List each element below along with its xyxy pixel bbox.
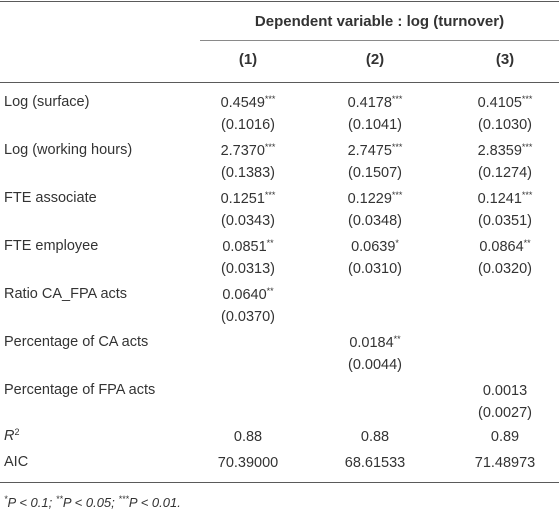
coefficient-value: 0.1251	[220, 191, 265, 207]
significance-stars: *	[395, 238, 399, 248]
row-label: AIC	[4, 454, 29, 470]
aic-value-2: 68.61533	[344, 455, 406, 471]
row-label: FTE employee	[4, 238, 99, 254]
significance-stars: ***	[391, 142, 403, 152]
coefficient-value: 2.7370	[220, 143, 265, 159]
significance-stars: ***	[521, 190, 533, 200]
coefficient: 0.0184**	[349, 334, 401, 352]
coefficient-value: 0.4549	[220, 95, 265, 111]
header-rule	[0, 82, 559, 83]
coefficient-value: 0.4105	[477, 95, 522, 111]
row-label: Log (working hours)	[4, 142, 133, 158]
coef-cell: 0.4549*** (0.1016)	[188, 92, 308, 136]
coefficient: 0.0851**	[222, 238, 274, 256]
significance-stars: ***	[264, 142, 276, 152]
coefficient-value: 0.0864	[479, 239, 524, 255]
significance-stars: ***	[264, 190, 276, 200]
coefficient: 0.0639*	[351, 238, 399, 256]
coefficient-value: 0.1229	[347, 191, 392, 207]
coefficient-value: 2.7475	[347, 143, 392, 159]
standard-error: (0.1274)	[477, 165, 532, 181]
coefficient: 2.8359***	[477, 142, 533, 160]
aic-value-1: 70.39000	[217, 455, 279, 471]
coefficient-value: 0.0851	[222, 239, 267, 255]
significance-stars: **	[393, 334, 401, 344]
coef-cell: 0.1251*** (0.0343)	[188, 188, 308, 232]
coef-cell: 0.0640** (0.0370)	[188, 284, 308, 328]
bottom-rule	[0, 482, 559, 483]
row-label: Percentage of CA acts	[4, 334, 149, 350]
coefficient: 0.1229***	[347, 190, 403, 208]
coef-cell: 2.7475*** (0.1507)	[315, 140, 435, 184]
row-label: Log (surface)	[4, 94, 90, 110]
standard-error: (0.0370)	[220, 309, 275, 325]
coefficient: 0.4105***	[477, 94, 533, 112]
standard-error: (0.1507)	[347, 165, 402, 181]
row-label: FTE associate	[4, 190, 97, 206]
coef-cell: 0.1229*** (0.0348)	[315, 188, 435, 232]
aic-value-3: 71.48973	[474, 455, 536, 471]
coefficient: 2.7370***	[220, 142, 276, 160]
coef-cell: 0.0184** (0.0044)	[315, 332, 435, 376]
row-label: Percentage of FPA acts	[4, 382, 156, 398]
coefficient: 0.0864**	[479, 238, 531, 256]
coef-cell: 0.1241*** (0.0351)	[445, 188, 559, 232]
significance-stars: ***	[391, 94, 403, 104]
coefficient: 0.0013	[483, 383, 527, 399]
significance-footnote: *P < 0.1; **P < 0.05; ***P < 0.01.	[4, 494, 181, 511]
coefficient-value: 0.1241	[477, 191, 522, 207]
coefficient-value: 0.0184	[349, 335, 394, 351]
r2-value-3: 0.89	[490, 429, 520, 445]
header-underline	[200, 40, 559, 41]
top-rule	[0, 1, 559, 2]
significance-stars: ***	[521, 94, 533, 104]
coef-cell: 2.8359*** (0.1274)	[445, 140, 559, 184]
coefficient-value: 0.0640	[222, 287, 267, 303]
significance-stars: ***	[264, 94, 276, 104]
r2-value-2: 0.88	[360, 429, 390, 445]
coef-cell: 0.0013 (0.0027)	[445, 380, 559, 424]
coefficient: 0.0640**	[222, 286, 274, 304]
coefficient: 0.1241***	[477, 190, 533, 208]
standard-error: (0.0351)	[477, 213, 532, 229]
coef-cell: 2.7370*** (0.1383)	[188, 140, 308, 184]
row-label: Ratio CA_FPA acts	[4, 286, 128, 302]
standard-error: (0.1016)	[220, 117, 275, 133]
column-header-1: (1)	[238, 51, 258, 68]
coef-cell: 0.0851** (0.0313)	[188, 236, 308, 280]
coefficient-value: 0.4178	[347, 95, 392, 111]
standard-error: (0.0027)	[477, 405, 532, 421]
r2-value-1: 0.88	[233, 429, 263, 445]
standard-error: (0.0343)	[220, 213, 275, 229]
standard-error: (0.1041)	[347, 117, 402, 133]
dependent-variable-header: Dependent variable : log (turnover)	[254, 13, 505, 30]
significance-stars: **	[266, 286, 274, 296]
column-header-2: (2)	[365, 51, 385, 68]
coef-cell: 0.0639* (0.0310)	[315, 236, 435, 280]
standard-error: (0.1030)	[477, 117, 532, 133]
coefficient-value: 2.8359	[477, 143, 522, 159]
coef-cell: 0.4105*** (0.1030)	[445, 92, 559, 136]
standard-error: (0.1383)	[220, 165, 275, 181]
standard-error: (0.0320)	[477, 261, 532, 277]
row-label: R2	[4, 427, 20, 445]
significance-stars: ***	[521, 142, 533, 152]
standard-error: (0.0310)	[347, 261, 402, 277]
coefficient: 2.7475***	[347, 142, 403, 160]
significance-stars: **	[266, 238, 274, 248]
standard-error: (0.0044)	[347, 357, 402, 373]
significance-stars: ***	[391, 190, 403, 200]
column-header-3: (3)	[495, 51, 515, 68]
standard-error: (0.0313)	[220, 261, 275, 277]
coefficient-value: 0.0013	[482, 383, 528, 399]
coefficient: 0.1251***	[220, 190, 276, 208]
coefficient-value: 0.0639	[351, 239, 396, 255]
coef-cell: 0.4178*** (0.1041)	[315, 92, 435, 136]
standard-error: (0.0348)	[347, 213, 402, 229]
significance-stars: **	[523, 238, 531, 248]
coefficient: 0.4178***	[347, 94, 403, 112]
coefficient: 0.4549***	[220, 94, 276, 112]
coef-cell: 0.0864** (0.0320)	[445, 236, 559, 280]
